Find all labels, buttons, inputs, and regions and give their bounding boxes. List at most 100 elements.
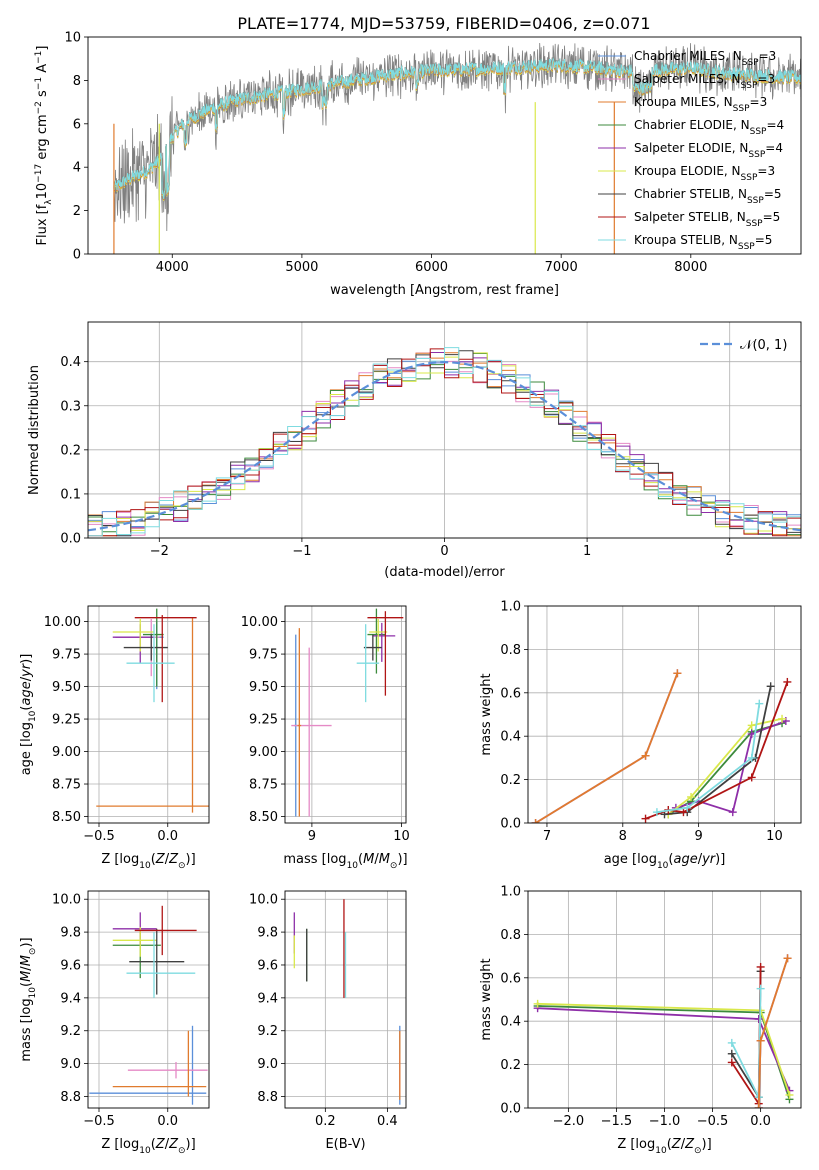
label-part: 10 — [28, 710, 38, 722]
label-part: / — [698, 852, 703, 867]
legend-label: Salpeter ELODIE, NSSP=4 — [634, 141, 783, 160]
y-tick-label: 0.4 — [500, 730, 521, 745]
label-part: )] — [702, 1137, 712, 1152]
y-tick-label: 8.50 — [52, 810, 81, 825]
label-part: 10 — [655, 1146, 667, 1156]
label-part: erg cm — [35, 114, 50, 163]
y-tick-label: 0.4 — [500, 1015, 521, 1030]
axes-frame — [284, 605, 407, 824]
y-tick-label: 9.0 — [257, 1057, 278, 1072]
legend-label: Chabrier MILES, NSSP=3 — [634, 49, 776, 68]
x-tick-label: −2 — [150, 544, 169, 559]
x-tick-label: 9 — [308, 829, 316, 844]
label-part: age [log — [19, 722, 34, 775]
label-part: 10 — [28, 987, 38, 999]
spectrum-panel: 4000 5000 6000 7000 8000 0 2 4 6 8 10 Chabrier MILE… — [34, 31, 802, 298]
y-tick-label: 0.0 — [500, 1102, 521, 1117]
label-part: SSP — [747, 196, 764, 206]
x-tick-label: 0 — [440, 544, 448, 559]
x-axis-label: age [log10(age/yr)] — [604, 852, 726, 871]
y-tick-label: 8.75 — [249, 778, 278, 793]
figure-title: PLATE=1774, MJD=53759, FIBERID=0406, z=0… — [237, 14, 650, 33]
legend-label: 𝒩(0, 1) — [740, 338, 787, 353]
label-part: Salpeter STELIB, N — [634, 210, 746, 224]
y-tick-label: 9.4 — [60, 991, 81, 1006]
y-tick-label: 0.2 — [500, 773, 521, 788]
label-part: λ — [44, 199, 54, 205]
label-part: SSP — [742, 58, 759, 68]
y-tick-label: 0.6 — [500, 971, 521, 986]
x-tick-label: −1.0 — [649, 1114, 681, 1129]
age-vs-mass-panel: 9 10 8.50 8.75 9.00 9.25 9.50 9.75 10.00 mass [lo… — [241, 605, 410, 871]
y-tick-label: 0.2 — [60, 443, 81, 458]
x-tick-label: 0.0 — [750, 1114, 771, 1129]
label-part: 10 — [657, 861, 669, 871]
y-axis-label: mass [log10(M/M⊙)] — [19, 937, 38, 1061]
weight-line — [667, 717, 783, 816]
x-axis-label: Z [log10(Z/Z⊙)] — [101, 852, 195, 871]
label-part: age [log — [604, 852, 657, 867]
y-tick-label: 9.25 — [249, 713, 278, 728]
y-tick-label: 9.2 — [60, 1024, 81, 1039]
y-tick-label: 9.0 — [60, 1057, 81, 1072]
y-tick-label: 9.6 — [257, 958, 278, 973]
label-part: ( — [151, 852, 156, 867]
y-tick-label: 9.2 — [257, 1024, 278, 1039]
legend-label: Salpeter MILES, NSSP=3 — [634, 72, 775, 91]
label-part: Flux [f — [35, 204, 50, 245]
y-tick-label: 8 — [73, 74, 81, 89]
x-axis-label: mass [log10(M/M⊙)] — [283, 852, 407, 871]
y-axis-label: age [log10(age/yr)] — [19, 654, 38, 776]
x-tick-label: 0.0 — [157, 1114, 178, 1129]
x-tick-label: 7000 — [545, 260, 578, 275]
label-part: Z — [155, 1137, 166, 1152]
label-part: SSP — [733, 104, 750, 114]
y-tick-label: 8.8 — [257, 1090, 278, 1105]
y-tick-label: 9.50 — [249, 680, 278, 695]
label-part: SSP — [748, 150, 765, 160]
label-part: A — [35, 64, 50, 77]
label-part: Z [log — [101, 1137, 139, 1152]
x-tick-label: 0.0 — [157, 829, 178, 844]
label-part: ⊙ — [694, 1146, 702, 1156]
legend-label: Chabrier ELODIE, NSSP=4 — [634, 118, 784, 137]
label-part: Chabrier STELIB, N — [634, 187, 747, 201]
y-tick-label: 9.00 — [249, 745, 278, 760]
label-part: Z — [168, 852, 179, 867]
y-tick-label: 8.75 — [52, 778, 81, 793]
legend-label: Kroupa ELODIE, NSSP=3 — [634, 164, 775, 183]
weight-lines — [533, 954, 794, 1108]
y-tick-label: 9.6 — [60, 958, 81, 973]
y-tick-label: 0.4 — [60, 355, 81, 370]
legend-label: Kroupa STELIB, NSSP=5 — [634, 233, 772, 252]
spectrum-lines — [113, 42, 801, 254]
y-tick-label: 0.2 — [500, 1058, 521, 1073]
y-tick-label: 9.00 — [52, 745, 81, 760]
label-part: ⊙ — [178, 861, 186, 871]
label-part: mass [log — [283, 852, 346, 867]
x-tick-label: 0.4 — [377, 1114, 398, 1129]
y-tick-label: 0.1 — [60, 487, 81, 502]
label-part: age — [673, 852, 697, 867]
label-part: )] — [19, 937, 34, 947]
x-axis-label: (data-model)/error — [384, 565, 505, 580]
label-part: Chabrier ELODIE, N — [634, 118, 750, 132]
axes-frame — [87, 36, 802, 255]
label-part: 10 — [35, 183, 50, 200]
label-part: =3 — [757, 164, 775, 178]
weight-lines — [531, 669, 792, 823]
label-part: yr — [701, 852, 717, 867]
label-part: ( — [19, 706, 34, 711]
label-part: mass [log — [19, 998, 34, 1061]
label-part: SSP — [750, 127, 767, 137]
histograms — [88, 347, 801, 537]
y-tick-label: 8.8 — [60, 1090, 81, 1105]
label-part: =5 — [755, 233, 773, 247]
legend-label: Chabrier STELIB, NSSP=5 — [634, 187, 782, 206]
x-tick-label: −0.5 — [83, 1114, 115, 1129]
label-part: 10 — [139, 861, 151, 871]
y-tick-label: 9.4 — [257, 991, 278, 1006]
axes-frame — [527, 890, 802, 1109]
